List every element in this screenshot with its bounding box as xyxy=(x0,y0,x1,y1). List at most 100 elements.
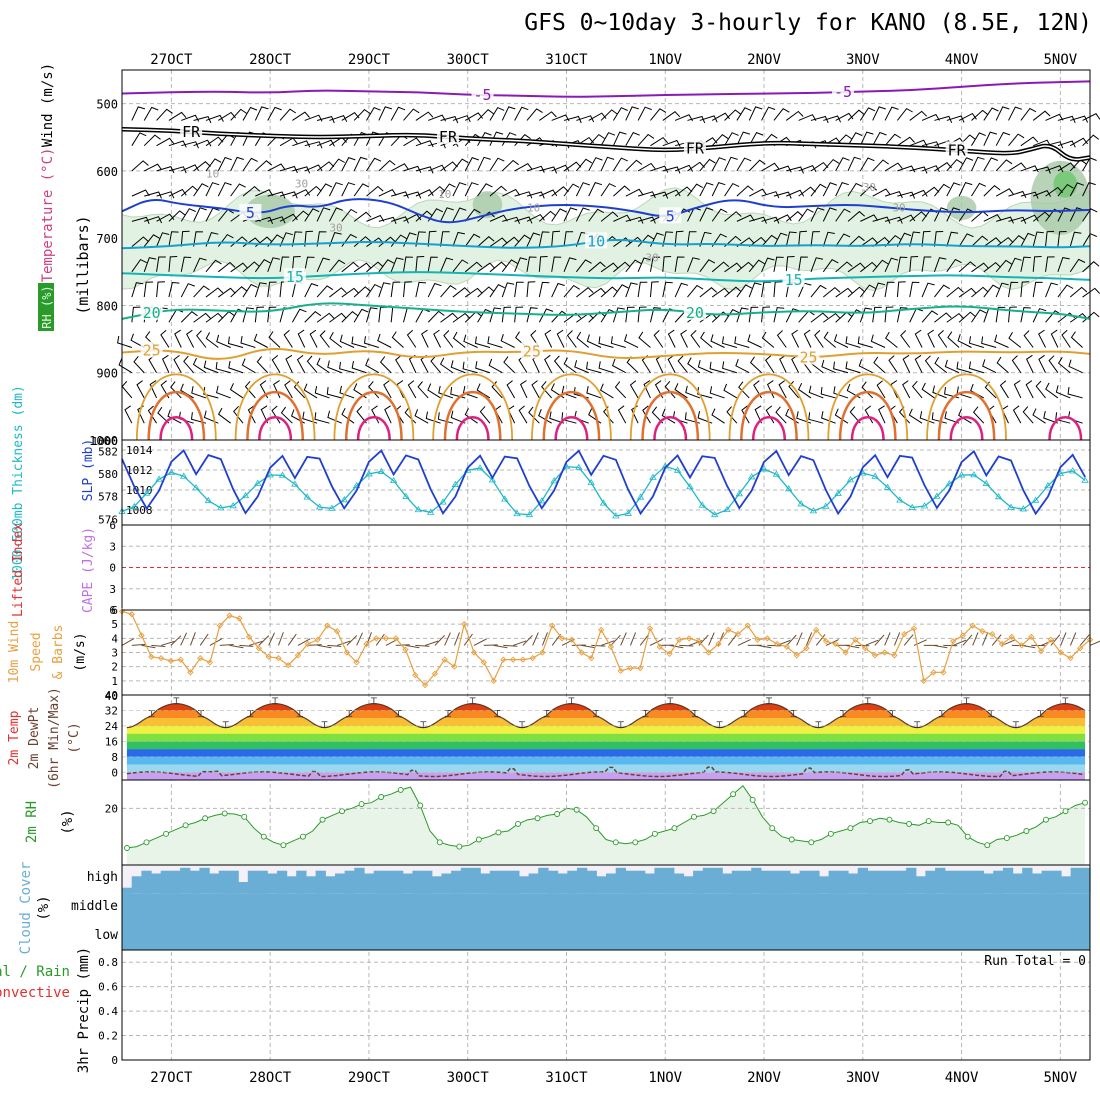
isotherm-25-dome xyxy=(629,373,711,441)
cloud-high-bar xyxy=(1051,870,1062,894)
wind10m-barb xyxy=(757,644,772,649)
wind-barb xyxy=(205,158,222,172)
wind-barb xyxy=(1082,208,1098,222)
isotherm-label-bg xyxy=(140,303,163,320)
wind-barb xyxy=(193,161,211,172)
wind-barb xyxy=(403,232,417,247)
cloud-high-bar xyxy=(867,870,878,894)
wind-barb xyxy=(721,336,738,348)
wind-barb xyxy=(598,361,614,374)
isotherm-label-bg xyxy=(140,341,163,358)
isotherm-label-25: 25 xyxy=(799,349,817,367)
wind-barb xyxy=(1020,232,1035,247)
wind10m-point xyxy=(255,645,263,652)
wind-barb xyxy=(785,256,795,272)
wind10m-barb xyxy=(209,638,223,646)
wind-barb xyxy=(464,182,479,197)
wind10m-barb xyxy=(258,635,270,646)
wind-barb xyxy=(366,185,384,197)
wind-barb xyxy=(649,281,659,298)
wind-barb xyxy=(181,164,200,172)
wind10m-barb xyxy=(600,640,615,646)
cs-ytick-1000-alt: 1000 xyxy=(92,435,119,448)
wind-barb xyxy=(452,182,467,197)
wind-barb xyxy=(822,182,837,197)
cloud-high-bar xyxy=(644,873,655,894)
isotherm-25-dome xyxy=(333,373,415,441)
isotherm-25-dome xyxy=(432,373,514,441)
wind-barb xyxy=(217,156,232,172)
wind10m-barbs xyxy=(121,632,1100,649)
cloud-high-bar xyxy=(480,873,491,894)
wind-barb xyxy=(1057,162,1076,172)
wind-barb xyxy=(823,115,842,123)
wind-tick-3: 3 xyxy=(111,647,118,660)
wind-barb xyxy=(921,141,940,149)
temp-minmax-whisker xyxy=(914,721,921,728)
cloud-high-bar xyxy=(141,870,152,894)
wind-barb xyxy=(316,207,331,222)
wind-barb xyxy=(872,106,886,121)
rh2m-point xyxy=(886,816,893,823)
wind-barb xyxy=(921,256,932,272)
wind-barb xyxy=(203,360,219,374)
wind-barb xyxy=(203,387,219,399)
rh2m-point xyxy=(221,810,228,817)
wind-barb xyxy=(983,157,998,172)
wind10m-barb xyxy=(415,644,430,647)
thickness-point xyxy=(328,504,336,511)
rh2m-point xyxy=(964,833,971,840)
wind-barb xyxy=(810,207,825,222)
isotherm-35-dome xyxy=(751,416,787,441)
wind-barb xyxy=(859,157,875,172)
wind-barb xyxy=(363,336,379,348)
wind-barb xyxy=(440,161,458,172)
wind-barb xyxy=(625,131,640,146)
wind-barb xyxy=(600,109,618,121)
wind-barb xyxy=(371,405,380,424)
temp-tick-16: 16 xyxy=(105,735,118,748)
wind-barb xyxy=(884,133,901,147)
wind-barb xyxy=(662,281,673,298)
wind-barb xyxy=(711,408,725,424)
wind-barb xyxy=(173,355,182,373)
temp-color-bands xyxy=(126,703,1086,780)
wind-barb xyxy=(900,330,911,348)
wind-barb xyxy=(403,307,415,323)
wind-barb xyxy=(1082,287,1100,298)
wind-barb xyxy=(327,360,342,374)
wind-barb xyxy=(215,361,231,374)
wind-barb xyxy=(242,283,258,298)
wind-barb xyxy=(541,381,553,399)
wind10m-point xyxy=(343,649,351,656)
wind-barb xyxy=(1032,408,1046,424)
thickness-point xyxy=(945,480,953,487)
wind-barb xyxy=(776,330,787,348)
wind-barb xyxy=(1020,256,1031,272)
wind10m-point xyxy=(901,630,908,638)
isotherm-FR-outer xyxy=(121,126,1091,162)
thickness-point xyxy=(982,479,990,486)
wind-barb xyxy=(390,257,404,272)
rh2m-point xyxy=(397,786,404,793)
wind-barb xyxy=(860,237,878,247)
wind10m-barb xyxy=(864,639,879,646)
cloud-high-bar xyxy=(422,870,433,894)
wind-barb xyxy=(304,208,320,222)
wind-barb xyxy=(329,312,347,323)
isotherm-label-bg xyxy=(239,203,262,220)
wind-barb xyxy=(823,331,836,348)
cloud-high-bar xyxy=(964,870,975,894)
wind10m-barb xyxy=(629,632,637,646)
wind-barb xyxy=(267,257,280,272)
wind-barb xyxy=(415,281,427,298)
isotherm-label-10: 10 xyxy=(587,232,605,250)
wind-barb xyxy=(835,233,851,247)
wind-barb xyxy=(406,329,417,348)
wind-barb xyxy=(433,329,441,348)
wind10m-point xyxy=(832,640,839,648)
wind-barb xyxy=(588,157,603,172)
wind10m-barb xyxy=(991,634,1002,646)
wind10m-barb xyxy=(639,633,650,646)
